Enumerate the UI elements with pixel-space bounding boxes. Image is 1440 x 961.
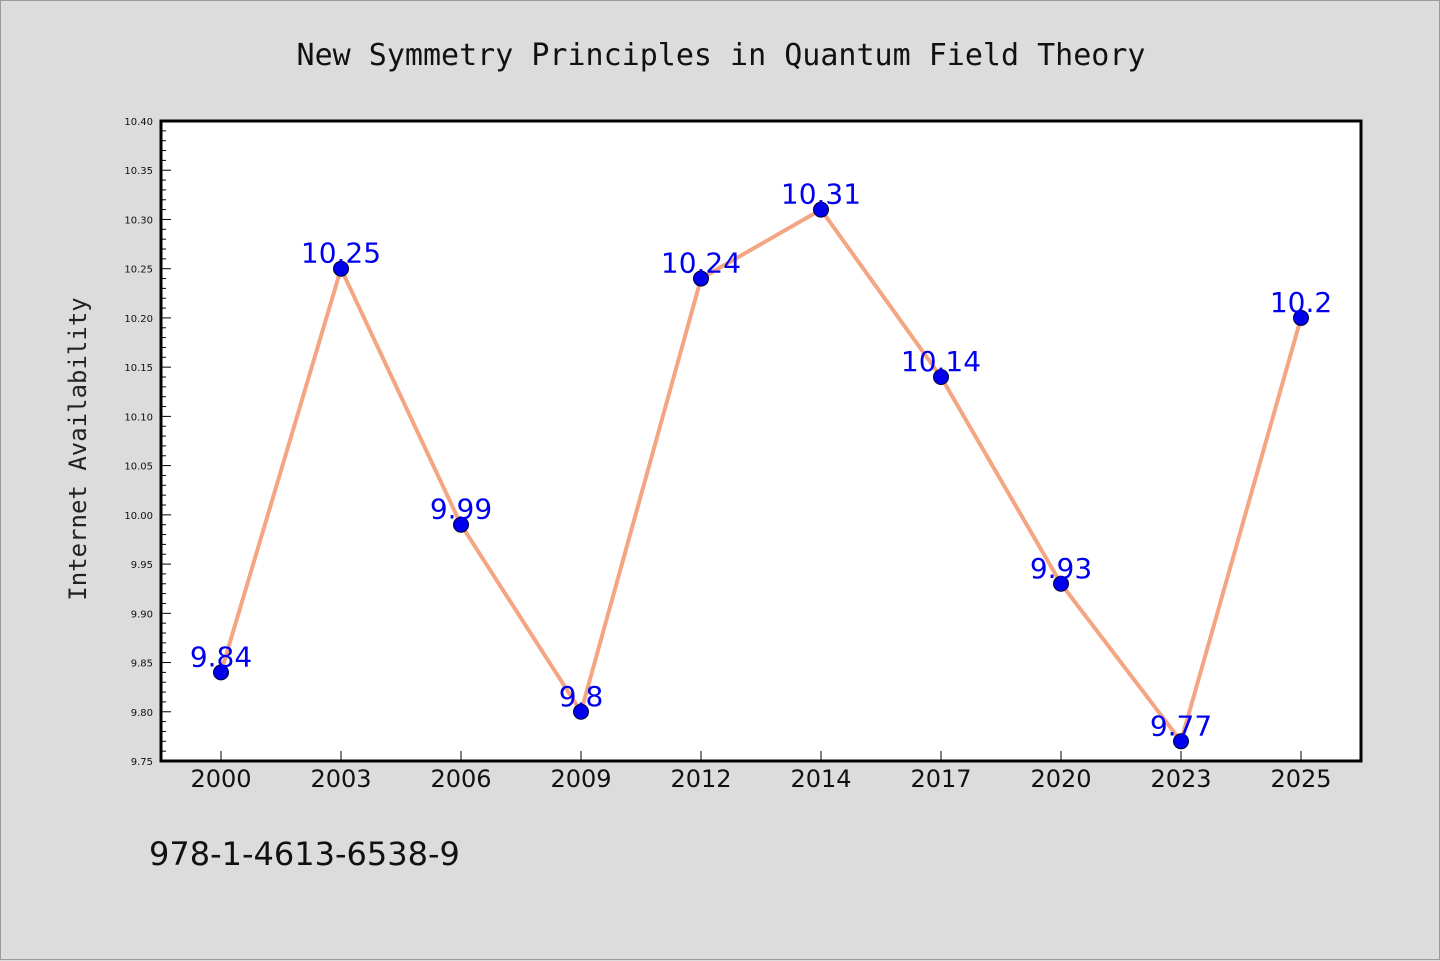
y-tick-label: 10.25 [124,265,153,276]
y-tick-label: 9.75 [131,757,153,768]
y-tick-label: 10.15 [124,363,153,374]
y-tick-label: 9.95 [131,560,153,571]
x-tick-label: 2020 [1030,765,1091,793]
y-tick-label: 10.35 [124,166,153,177]
x-tick-label: 2012 [670,765,731,793]
data-label: 9.77 [1150,709,1212,742]
data-point [453,516,469,533]
data-point [1053,575,1069,592]
y-tick-label: 10.10 [124,412,153,423]
y-tick-label: 10.05 [124,462,153,473]
data-label: 9.93 [1030,552,1092,585]
data-label-layer: 9.84 10.25 9.99 9.8 10.24 10.31 10.14 9.93 9.77 1… [190,178,1332,743]
x-tick-label: 2006 [430,765,491,793]
x-tick-label: 2014 [790,765,851,793]
data-label: 10.31 [781,178,861,211]
data-point [333,260,349,277]
y-tick-label: 9.85 [131,659,153,670]
x-tick-label: 2003 [310,765,371,793]
data-point [813,201,829,218]
data-point [1293,309,1309,326]
x-tick-label: 2025 [1270,765,1331,793]
series-layer [213,201,1309,750]
x-tick-label: 2009 [550,765,611,793]
y-tick-label: 10.00 [124,511,153,522]
y-tick-label: 10.40 [124,117,153,128]
x-axis: 2000 2003 2006 2009 2012 2014 2017 2020 2023 2025 [190,751,1332,793]
isbn-text: 978-1-4613-6538-9 [149,835,460,873]
data-label: 10.14 [901,345,981,378]
data-label: 9.99 [430,493,492,526]
y-tick-label: 9.90 [131,609,153,620]
y-tick-label: 9.80 [131,708,153,719]
x-tick-label: 2017 [910,765,971,793]
data-point [693,270,709,287]
series-line [219,207,1303,744]
data-point [213,664,229,681]
data-label: 10.25 [301,237,381,270]
y-tick-label: 10.20 [124,314,153,325]
data-label: 10.24 [661,247,741,280]
data-point [573,703,589,720]
data-point [933,369,949,385]
y-tick-label: 10.30 [124,215,153,226]
data-point [1173,733,1189,750]
data-label: 10.2 [1270,286,1332,319]
data-label: 9.84 [190,640,252,673]
x-tick-label: 2023 [1150,765,1211,793]
y-axis-label: Internet Availability [64,297,92,600]
plot-area [161,121,1361,761]
plot-frame [159,119,1363,763]
data-label: 9.8 [559,680,604,713]
x-tick-label: 2000 [190,765,251,793]
chart-title: New Symmetry Principles in Quantum Field… [297,38,1146,73]
